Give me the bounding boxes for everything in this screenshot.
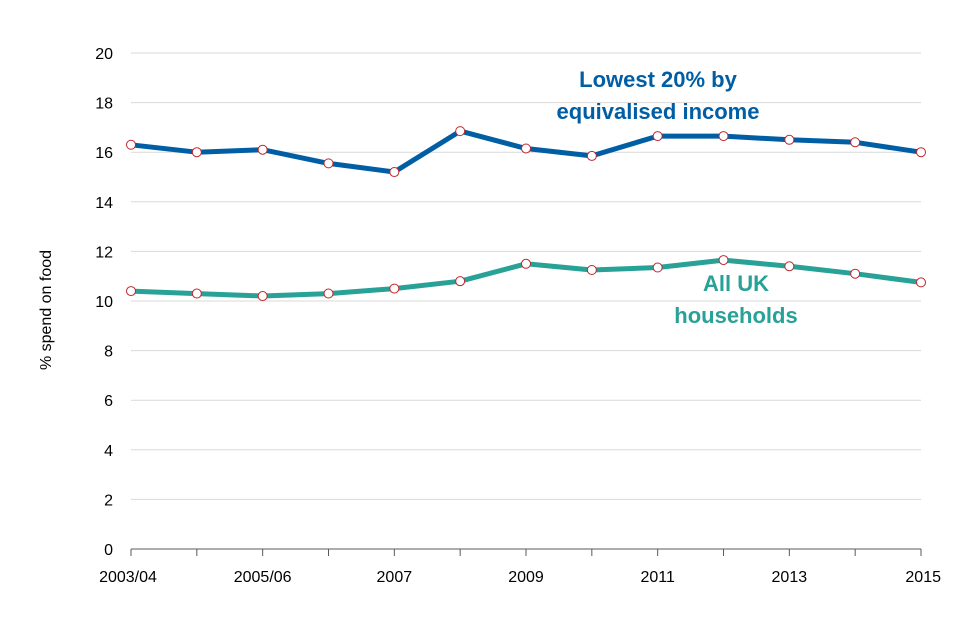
y-tick-label: 0 bbox=[104, 542, 113, 559]
x-tick-label: 2015 bbox=[905, 569, 941, 586]
series-label-line: households bbox=[674, 303, 797, 328]
data-point bbox=[323, 288, 334, 299]
data-point bbox=[850, 137, 861, 148]
axes: 0 2 4 6 8 10 12 14 16 18 20 2003/04 2005/06 2007 2009 2… bbox=[95, 46, 941, 586]
series-label-line: equivalised income bbox=[557, 99, 760, 124]
data-point bbox=[916, 277, 926, 288]
data-point bbox=[718, 131, 729, 142]
data-point bbox=[191, 288, 202, 299]
data-point bbox=[652, 131, 663, 142]
data-point bbox=[126, 139, 136, 150]
series-labels: Lowest 20% by equivalised income All UK hou… bbox=[557, 67, 798, 328]
x-tick-label: 2009 bbox=[508, 569, 544, 586]
data-point bbox=[586, 265, 597, 275]
y-axis-title: % spend on food bbox=[38, 250, 55, 370]
x-tick-label: 2003/04 bbox=[99, 569, 157, 586]
x-tick-label: 2011 bbox=[640, 569, 675, 586]
data-point bbox=[718, 255, 729, 266]
y-tick-label: 20 bbox=[95, 46, 113, 63]
y-tick-label: 2 bbox=[104, 492, 113, 509]
y-tick-label: 14 bbox=[95, 195, 113, 212]
data-point bbox=[916, 147, 926, 158]
data-point bbox=[126, 286, 136, 297]
series-label-line: Lowest 20% by bbox=[579, 67, 737, 92]
data-point bbox=[389, 283, 400, 294]
data-point bbox=[257, 291, 268, 302]
data-point bbox=[191, 147, 202, 158]
y-tick-label: 10 bbox=[95, 294, 113, 311]
x-tick-label: 2013 bbox=[772, 569, 808, 586]
y-tick-label: 6 bbox=[104, 393, 113, 410]
data-point bbox=[323, 158, 334, 169]
data-point bbox=[784, 261, 795, 272]
x-tick-label: 2007 bbox=[377, 569, 413, 586]
data-point bbox=[455, 126, 466, 137]
y-tick-label: 4 bbox=[104, 443, 113, 460]
data-point bbox=[257, 144, 268, 155]
data-point bbox=[850, 268, 861, 279]
gridlines bbox=[131, 52, 921, 500]
y-tick-label: 18 bbox=[95, 96, 113, 113]
series-label-line: All UK bbox=[703, 271, 769, 296]
y-tick-label: 8 bbox=[104, 344, 113, 361]
data-point bbox=[586, 150, 597, 161]
data-point bbox=[455, 276, 466, 287]
y-tick-label: 16 bbox=[95, 145, 113, 162]
data-point bbox=[784, 134, 795, 145]
data-point bbox=[521, 258, 531, 269]
data-point bbox=[389, 167, 400, 178]
data-point bbox=[652, 262, 663, 273]
series-lines bbox=[126, 126, 926, 302]
y-tick-label: 12 bbox=[95, 244, 113, 261]
data-point bbox=[521, 143, 531, 154]
x-tick-label: 2005/06 bbox=[234, 569, 292, 586]
